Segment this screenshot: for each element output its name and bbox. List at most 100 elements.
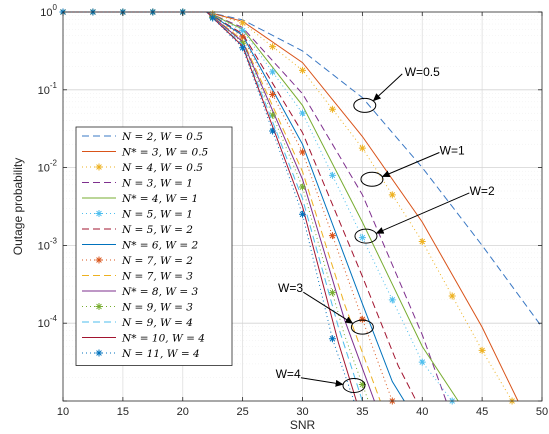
legend-item: N* = 4, W = 1 xyxy=(82,193,198,205)
legend-marker xyxy=(95,210,103,217)
y-tick-label: 10-1 xyxy=(38,81,58,97)
y-axis-label: Outage probability xyxy=(11,158,25,255)
legend-label: N* = 4, W = 1 xyxy=(121,193,198,205)
legend-item: N = 5, W = 2 xyxy=(82,224,193,236)
legend-item: N = 7, W = 3 xyxy=(82,271,193,283)
legend-item: N = 7, W = 2 xyxy=(82,255,193,267)
series-marker xyxy=(239,44,247,52)
legend-item: N = 9, W = 4 xyxy=(82,317,193,329)
legend-item: N* = 3, W = 0.5 xyxy=(82,147,209,159)
series-marker xyxy=(239,19,247,27)
legend: N = 2, W = 0.5 N* = 3, W = 0.5 N = 4, W = … xyxy=(75,126,233,366)
series-marker xyxy=(388,191,396,199)
series-line xyxy=(63,11,369,402)
annotation-arrow xyxy=(375,192,470,234)
x-tick-label: 15 xyxy=(117,406,129,418)
y-tick-label: 100 xyxy=(40,3,57,19)
y-tick-label: 10-4 xyxy=(38,314,58,330)
series-marker xyxy=(269,43,277,51)
legend-label: N = 7, W = 2 xyxy=(121,255,193,267)
legend-item: N* = 10, W = 4 xyxy=(82,333,205,345)
annotation-ellipse xyxy=(353,97,377,113)
legend-item: N = 4, W = 0.5 xyxy=(82,162,203,174)
legend-item: N = 5, W = 1 xyxy=(82,209,193,221)
x-tick-label: 10 xyxy=(57,406,69,418)
legend-marker xyxy=(95,349,103,357)
series-marker xyxy=(328,171,336,179)
series-marker xyxy=(269,90,277,98)
annotation-label: W=2 xyxy=(470,184,495,198)
y-tick-labels: 100 10-1 10-2 10-3 10-4 xyxy=(38,3,58,330)
x-tick-label: 50 xyxy=(536,406,548,418)
series-marker xyxy=(328,232,336,240)
series-marker xyxy=(358,234,366,242)
legend-label: N = 9, W = 4 xyxy=(121,317,193,329)
annotation-arrow xyxy=(300,377,344,387)
legend-label: N = 7, W = 3 xyxy=(121,271,193,283)
legend-label: N = 3, W = 1 xyxy=(121,178,193,190)
series-marker xyxy=(269,68,277,76)
legend-marker xyxy=(95,303,103,310)
series-marker xyxy=(269,111,277,119)
legend-label: N = 4, W = 0.5 xyxy=(121,162,203,174)
series-marker xyxy=(328,289,336,297)
series-marker xyxy=(239,33,247,41)
annotation: W=3 xyxy=(278,281,374,335)
series-marker xyxy=(358,315,366,323)
series-marker xyxy=(388,296,396,304)
series-marker xyxy=(299,66,306,74)
series-marker xyxy=(328,335,336,343)
x-axis-label: SNR xyxy=(290,418,316,432)
series-marker xyxy=(239,27,247,35)
series-marker xyxy=(209,14,217,22)
annotation-label: W=1 xyxy=(440,143,465,157)
annotation-label: W=3 xyxy=(278,281,303,295)
annotation: W=0.5 xyxy=(353,65,440,113)
annotation-ellipse xyxy=(354,228,378,244)
annotation-arrow xyxy=(381,152,440,177)
legend-label: N = 5, W = 1 xyxy=(121,209,193,221)
series-marker xyxy=(358,144,366,152)
annotation: W=1 xyxy=(360,143,465,187)
series-marker xyxy=(478,346,486,354)
legend-label: N* = 3, W = 0.5 xyxy=(121,147,209,159)
annotation-label: W=4 xyxy=(276,367,301,381)
series-marker xyxy=(299,148,306,156)
legend-label: N* = 6, W = 2 xyxy=(121,240,199,252)
x-tick-label: 20 xyxy=(177,406,189,418)
annotations: W=0.5 W=1 W=2 W=3 W=4 xyxy=(276,65,495,393)
axes xyxy=(62,11,543,402)
annotation-label: W=0.5 xyxy=(405,65,440,79)
legend-item: N* = 6, W = 2 xyxy=(82,240,199,252)
series-marker xyxy=(299,210,306,218)
series-marker xyxy=(358,380,366,388)
legend-label: N = 11, W = 4 xyxy=(121,348,200,360)
series-marker xyxy=(418,358,426,366)
legend-label: N* = 8, W = 3 xyxy=(121,286,199,298)
x-tick-label: 45 xyxy=(476,406,488,418)
legend-item: N = 9, W = 3 xyxy=(82,302,193,314)
legend-marker xyxy=(95,163,103,171)
legend-label: N* = 10, W = 4 xyxy=(121,333,205,345)
x-tick-label: 40 xyxy=(416,406,428,418)
y-tick-label: 10-3 xyxy=(38,236,58,252)
y-tick-label: 10-2 xyxy=(38,159,58,175)
legend-label: N = 5, W = 2 xyxy=(121,224,193,236)
legend-item: N = 11, W = 4 xyxy=(82,348,200,360)
series-marker xyxy=(418,238,426,246)
annotation-arrow xyxy=(372,73,403,102)
x-tick-label: 35 xyxy=(356,406,368,418)
x-tick-label: 30 xyxy=(296,406,308,418)
series-marker xyxy=(448,292,456,300)
x-tick-labels: 10 15 20 25 30 35 40 45 50 xyxy=(57,406,548,418)
legend-label: N = 2, W = 0.5 xyxy=(121,131,203,143)
annotation-ellipse xyxy=(360,171,384,187)
series-marker xyxy=(299,109,306,117)
series-marker xyxy=(299,183,306,191)
series-marker xyxy=(269,127,277,135)
legend-item: N = 3, W = 1 xyxy=(82,178,193,190)
legend-label: N = 9, W = 3 xyxy=(121,302,193,314)
legend-item: N = 2, W = 0.5 xyxy=(82,131,203,143)
x-tick-label: 25 xyxy=(237,406,249,418)
